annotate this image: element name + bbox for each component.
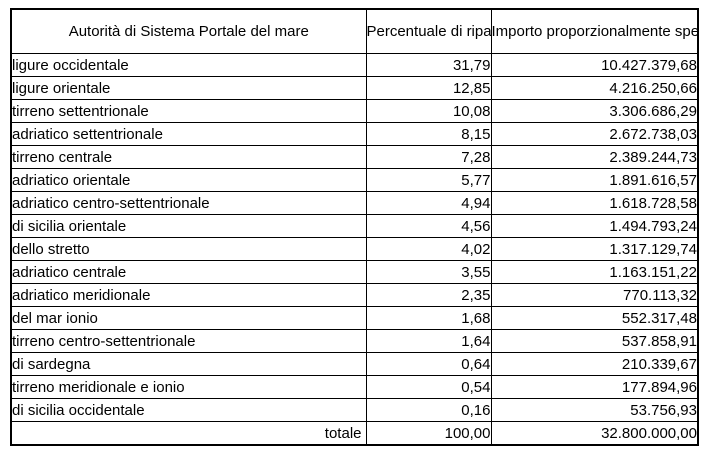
amount-cell: 4.216.250,66: [490, 76, 699, 100]
amount-cell: 10.427.379,68: [490, 53, 699, 77]
table-row: dello stretto 4,02 1.317.129,74: [10, 237, 699, 261]
percentage-cell: 10,08: [365, 99, 492, 123]
total-amount-cell: 32.800.000,00: [490, 421, 699, 446]
table-row: tirreno centrale 7,28 2.389.244,73: [10, 145, 699, 169]
total-label-cell: totale: [10, 421, 367, 446]
percentage-cell: 1,68: [365, 306, 492, 330]
header-amount: Importo proporzionalmente spettante: [490, 8, 699, 54]
authority-cell: tirreno centro-settentrionale: [10, 329, 367, 353]
percentage-cell: 0,54: [365, 375, 492, 399]
allocation-table: Autorità di Sistema Portale del mare Per…: [10, 8, 699, 446]
table-row: ligure orientale 12,85 4.216.250,66: [10, 76, 699, 100]
amount-cell: 770.113,32: [490, 283, 699, 307]
header-row: Autorità di Sistema Portale del mare Per…: [10, 8, 699, 54]
authority-cell: tirreno centrale: [10, 145, 367, 169]
authority-cell: dello stretto: [10, 237, 367, 261]
percentage-cell: 4,56: [365, 214, 492, 238]
amount-cell: 3.306.686,29: [490, 99, 699, 123]
amount-cell: 53.756,93: [490, 398, 699, 422]
table-row: di sicilia occidentale 0,16 53.756,93: [10, 398, 699, 422]
authority-cell: ligure orientale: [10, 76, 367, 100]
amount-cell: 552.317,48: [490, 306, 699, 330]
table-row: ligure occidentale 31,79 10.427.379,68: [10, 53, 699, 77]
table-row: di sardegna 0,64 210.339,67: [10, 352, 699, 376]
table-row: adriatico orientale 5,77 1.891.616,57: [10, 168, 699, 192]
table-row: di sicilia orientale 4,56 1.494.793,24: [10, 214, 699, 238]
authority-cell: di sicilia orientale: [10, 214, 367, 238]
amount-cell: 537.858,91: [490, 329, 699, 353]
percentage-cell: 0,64: [365, 352, 492, 376]
table-row: tirreno centro-settentrionale 1,64 537.8…: [10, 329, 699, 353]
amount-cell: 2.389.244,73: [490, 145, 699, 169]
header-percentage: Percentuale di ripartizione: [365, 8, 492, 54]
total-row: totale 100,00 32.800.000,00: [10, 421, 699, 446]
total-percentage-cell: 100,00: [365, 421, 492, 446]
percentage-cell: 12,85: [365, 76, 492, 100]
authority-cell: adriatico meridionale: [10, 283, 367, 307]
authority-cell: di sicilia occidentale: [10, 398, 367, 422]
percentage-cell: 31,79: [365, 53, 492, 77]
percentage-cell: 0,16: [365, 398, 492, 422]
authority-cell: tirreno meridionale e ionio: [10, 375, 367, 399]
amount-cell: 1.891.616,57: [490, 168, 699, 192]
amount-cell: 1.163.151,22: [490, 260, 699, 284]
percentage-cell: 1,64: [365, 329, 492, 353]
table-row: adriatico centro-settentrionale 4,94 1.6…: [10, 191, 699, 215]
table-row: tirreno settentrionale 10,08 3.306.686,2…: [10, 99, 699, 123]
amount-cell: 1.618.728,58: [490, 191, 699, 215]
authority-cell: del mar ionio: [10, 306, 367, 330]
table-row: adriatico centrale 3,55 1.163.151,22: [10, 260, 699, 284]
amount-cell: 177.894,96: [490, 375, 699, 399]
table-row: tirreno meridionale e ionio 0,54 177.894…: [10, 375, 699, 399]
authority-cell: adriatico settentrionale: [10, 122, 367, 146]
percentage-cell: 8,15: [365, 122, 492, 146]
percentage-cell: 2,35: [365, 283, 492, 307]
amount-cell: 1.494.793,24: [490, 214, 699, 238]
amount-cell: 2.672.738,03: [490, 122, 699, 146]
percentage-cell: 3,55: [365, 260, 492, 284]
authority-cell: tirreno settentrionale: [10, 99, 367, 123]
authority-cell: adriatico centro-settentrionale: [10, 191, 367, 215]
percentage-cell: 7,28: [365, 145, 492, 169]
authority-cell: adriatico orientale: [10, 168, 367, 192]
percentage-cell: 4,02: [365, 237, 492, 261]
authority-cell: di sardegna: [10, 352, 367, 376]
table-row: del mar ionio 1,68 552.317,48: [10, 306, 699, 330]
amount-cell: 210.339,67: [490, 352, 699, 376]
table-row: adriatico meridionale 2,35 770.113,32: [10, 283, 699, 307]
amount-cell: 1.317.129,74: [490, 237, 699, 261]
header-authority: Autorità di Sistema Portale del mare: [10, 8, 367, 54]
authority-cell: adriatico centrale: [10, 260, 367, 284]
percentage-cell: 4,94: [365, 191, 492, 215]
table-row: adriatico settentrionale 8,15 2.672.738,…: [10, 122, 699, 146]
percentage-cell: 5,77: [365, 168, 492, 192]
authority-cell: ligure occidentale: [10, 53, 367, 77]
